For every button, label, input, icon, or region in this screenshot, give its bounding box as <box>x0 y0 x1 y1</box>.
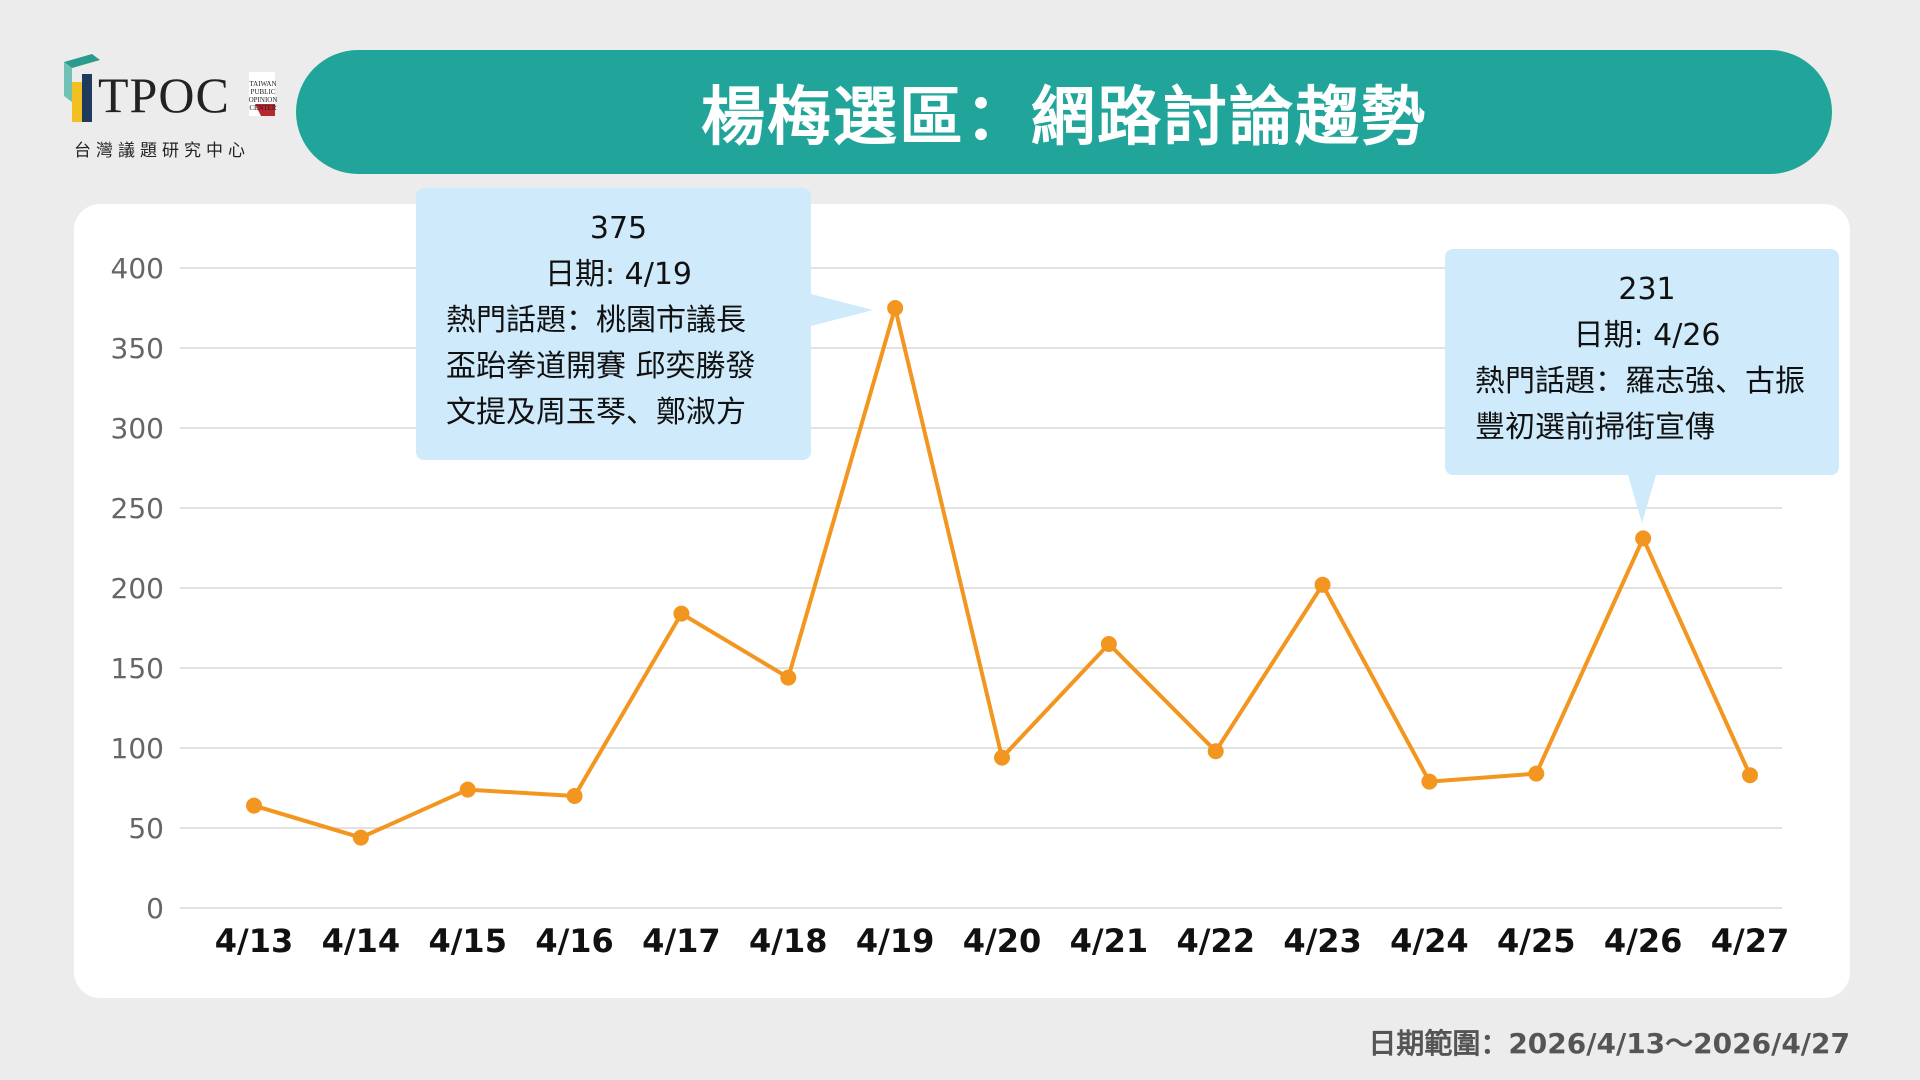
callout-topic-line: 熱門話題：桃園市議長 <box>446 303 746 338</box>
data-point <box>1100 636 1117 652</box>
x-tick-label: 4/22 <box>1176 922 1254 960</box>
date-range: 日期範圍：2026/4/13〜2026/4/27 <box>1368 1027 1850 1060</box>
data-point <box>1207 743 1224 760</box>
logo-text: TPOC <box>98 67 230 123</box>
x-tick-label: 4/19 <box>856 922 934 960</box>
x-tick-label: 4/15 <box>428 922 506 960</box>
logo-small-line: PUBLIC <box>250 88 276 96</box>
data-point <box>673 605 690 622</box>
logo-small-line: OPINION <box>248 96 278 104</box>
logo-small-line: CENTER <box>249 104 277 112</box>
x-tick-label: 4/20 <box>963 922 1041 960</box>
x-tick-label: 4/23 <box>1283 922 1361 960</box>
x-tick-label: 4/13 <box>215 922 293 960</box>
x-tick-label: 4/18 <box>749 922 827 960</box>
data-point <box>1528 765 1545 782</box>
callout-pointer <box>1628 475 1656 523</box>
data-point <box>566 788 583 804</box>
y-tick-label: 100 <box>111 732 164 765</box>
callout-topic-line: 盃跆拳道開賽 邱奕勝發 <box>446 349 756 384</box>
y-tick-label: 250 <box>111 492 164 525</box>
x-tick-label: 4/17 <box>642 922 720 960</box>
callout-topic-line: 豐初選前掃街宣傳 <box>1475 410 1715 445</box>
data-point <box>1421 773 1438 790</box>
x-tick-label: 4/16 <box>535 922 613 960</box>
callout-value: 231 <box>1618 272 1676 307</box>
data-point <box>459 781 476 798</box>
callout-topic-line: 熱門話題：羅志強、古振 <box>1475 364 1805 399</box>
y-tick-label: 400 <box>111 252 164 285</box>
x-tick-label: 4/24 <box>1390 922 1468 960</box>
y-tick-label: 350 <box>111 332 164 365</box>
y-tick-label: 50 <box>128 812 164 845</box>
logo-mark-icon <box>64 54 100 122</box>
x-tick-label: 4/25 <box>1497 922 1575 960</box>
data-point <box>887 300 904 316</box>
data-point <box>1314 576 1331 593</box>
data-point <box>780 669 797 686</box>
callout-date: 日期: 4/19 <box>544 257 692 292</box>
tpoc-logo: TPOC TAIWAN PUBLIC OPINION CENTER 台灣議題研究… <box>62 52 282 162</box>
page-title: 楊梅選區：網路討論趨勢 <box>701 81 1427 155</box>
y-tick-label: 0 <box>146 892 164 925</box>
data-point <box>1742 767 1758 784</box>
logo-subtitle: 台灣議題研究中心 <box>74 141 250 161</box>
y-tick-label: 300 <box>111 412 164 445</box>
x-tick-label: 4/21 <box>1070 922 1148 960</box>
data-point <box>994 749 1010 766</box>
logo-small-line: TAIWAN <box>249 80 277 88</box>
callout-peak-4-19: 375 日期: 4/19 熱門話題：桃園市議長 盃跆拳道開賽 邱奕勝發 文提及周… <box>416 188 811 460</box>
title-banner: 楊梅選區：網路討論趨勢 <box>296 50 1832 174</box>
callout-pointer <box>811 294 873 326</box>
y-tick-label: 200 <box>111 572 164 605</box>
x-tick-label: 4/26 <box>1604 922 1682 960</box>
data-point <box>352 829 369 846</box>
callout-peak-4-26: 231 日期: 4/26 熱門話題：羅志強、古振 豐初選前掃街宣傳 <box>1445 249 1839 475</box>
logo-small-text: TAIWAN PUBLIC OPINION CENTER <box>246 80 280 112</box>
data-point <box>246 797 262 814</box>
x-tick-label: 4/27 <box>1711 922 1789 960</box>
callout-value: 375 <box>589 211 648 246</box>
callout-topic-line: 文提及周玉琴、鄭淑方 <box>446 395 746 430</box>
x-tick-label: 4/14 <box>322 922 400 960</box>
callout-date: 日期: 4/26 <box>1573 318 1721 353</box>
logo-badge-icon <box>249 72 275 116</box>
data-point <box>1635 530 1652 547</box>
y-tick-label: 150 <box>111 652 164 685</box>
